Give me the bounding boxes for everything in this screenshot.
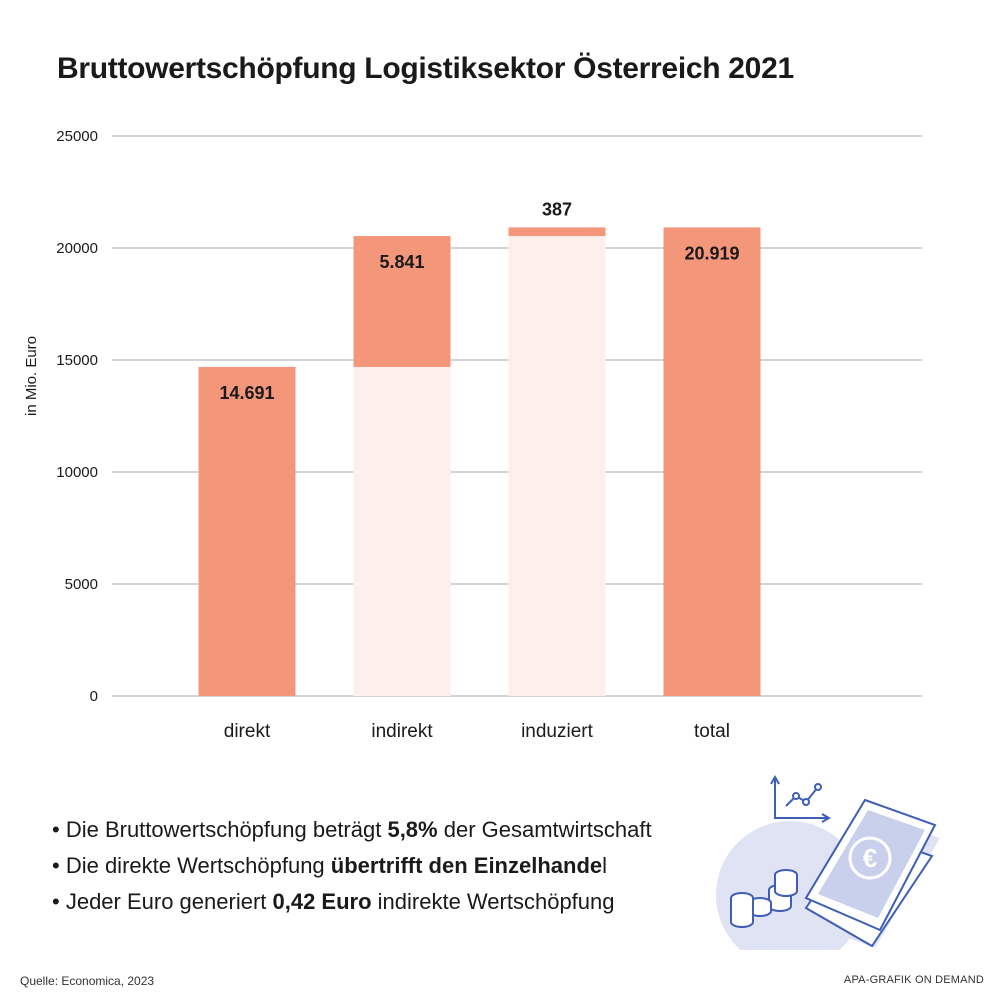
- fact-text: der Gesamtwirtschaft: [437, 817, 652, 842]
- source-note: Quelle: Economica, 2023: [20, 974, 155, 988]
- finance-illustration: €: [716, 774, 940, 950]
- x-axis-categories: direkt indirekt induziert total: [224, 721, 730, 742]
- value-labels: 14.691 5.841 387 20.919: [219, 199, 739, 403]
- value-label-indirekt: 5.841: [379, 252, 424, 272]
- key-facts-list: • Die Bruttowertschöpfung beträgt 5,8% d…: [52, 812, 652, 920]
- bar-total: [663, 227, 761, 696]
- fact-highlight: 0,42 Euro: [272, 889, 372, 914]
- chart-title: Bruttowertschöpfung Logistiksektor Öster…: [57, 52, 794, 85]
- bar-chart: 0 5000 10000 15000 20000 25000 14.691 5.841 387…: [23, 128, 922, 742]
- bars: [198, 227, 761, 697]
- key-fact: • Die direkte Wertschöpfung übertrifft d…: [52, 848, 652, 884]
- y-tick-label: 5000: [65, 576, 98, 593]
- key-fact: • Jeder Euro generiert 0,42 Euro indirek…: [52, 884, 652, 920]
- fact-highlight: übertrifft den Einzelhande: [330, 853, 603, 878]
- value-label-direkt: 14.691: [219, 383, 274, 403]
- bullet-symbol: •: [52, 889, 60, 914]
- bar-indirekt: [353, 236, 451, 367]
- graphic-credit: APA-GRAFIK ON DEMAND: [843, 974, 984, 986]
- coins-icon: [730, 869, 798, 928]
- fact-text: l: [602, 853, 608, 878]
- y-tick-label: 0: [90, 688, 98, 705]
- banknote-euro-icon: €: [800, 798, 940, 948]
- bar-direkt: [198, 366, 296, 696]
- x-category-label: direkt: [224, 721, 271, 742]
- x-category-label: induziert: [521, 721, 594, 742]
- bar-base-indirekt: [353, 366, 451, 696]
- x-category-label: indirekt: [371, 721, 433, 742]
- x-category-label: total: [694, 721, 730, 742]
- fact-text: Die direkte Wertschöpfung: [65, 853, 331, 878]
- y-tick-label: 10000: [56, 464, 98, 481]
- bullet-symbol: •: [52, 853, 60, 878]
- value-label-total: 20.919: [684, 243, 739, 263]
- key-fact: • Die Bruttowertschöpfung beträgt 5,8% d…: [52, 812, 652, 848]
- fact-text: Die Bruttowertschöpfung beträgt: [65, 817, 388, 842]
- fact-text: Jeder Euro generiert: [65, 889, 273, 914]
- bar-base-induziert: [508, 236, 606, 697]
- y-tick-label: 20000: [56, 240, 98, 257]
- line-chart-icon: [770, 774, 832, 823]
- bar-induziert: [508, 227, 606, 237]
- y-tick-label: 25000: [56, 128, 98, 145]
- y-axis-label: in Mio. Euro: [23, 336, 40, 416]
- fact-highlight: 5,8%: [387, 817, 438, 842]
- value-label-induziert: 387: [542, 199, 572, 219]
- y-tick-label: 15000: [56, 352, 98, 369]
- euro-symbol: €: [863, 843, 877, 873]
- y-axis-ticks: 0 5000 10000 15000 20000 25000: [56, 128, 98, 705]
- bullet-symbol: •: [52, 817, 60, 842]
- fact-text: indirekte Wertschöpfung: [371, 889, 615, 914]
